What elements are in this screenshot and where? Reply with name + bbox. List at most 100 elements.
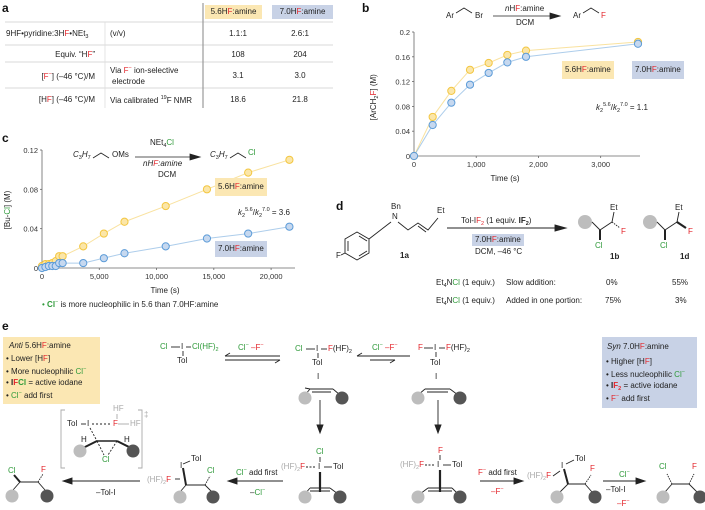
syn-box: Syn 7.0HF:amine • Higher [HF] • Less nuc… xyxy=(602,337,697,408)
atom-i: I xyxy=(435,372,438,381)
cell: 2.6:1 xyxy=(291,29,309,38)
atom-cl: Cl xyxy=(160,342,168,351)
y-tick-label: 0.08 xyxy=(23,185,38,194)
sm: C3H7 xyxy=(73,150,91,161)
atom-i: I xyxy=(318,462,321,471)
equilibrium-1-label: Cl− –F− xyxy=(238,342,264,352)
atom-i: I xyxy=(316,344,319,353)
step-cl-add-first: Cl− add first xyxy=(236,467,278,477)
bn: Bn xyxy=(391,202,401,211)
syn-bullet: • F− add first xyxy=(606,393,650,403)
x-tick-label: 0 xyxy=(40,272,44,281)
additive: Et4NCl (1 equiv.) xyxy=(436,278,495,289)
atom-f: F xyxy=(336,251,341,260)
cell: 1.1:1 xyxy=(229,29,247,38)
nucleophilicity-note: • Cl− is more nucleophilic in 5.6 than 7… xyxy=(42,299,219,309)
y-axis-label-b: [ArCH2F] (M) xyxy=(368,74,380,121)
anti-title: Anti 5.6HF:amine xyxy=(9,341,71,350)
p2-f: F xyxy=(688,227,693,236)
data-point xyxy=(503,50,512,60)
data-point xyxy=(409,151,419,161)
cell: 108 xyxy=(231,50,245,59)
atom-f: F xyxy=(418,343,423,352)
data-point xyxy=(447,98,456,107)
tol: Tol xyxy=(191,454,202,463)
row-label-hf: [HF] (–46 °C)/M xyxy=(38,95,95,104)
data-point xyxy=(120,217,129,226)
legend-5-6hf: 5.6HF:amine xyxy=(215,178,267,196)
ts-cl: Cl xyxy=(102,455,110,464)
hf2-f: (HF)2F xyxy=(527,471,551,482)
atom-i: I xyxy=(180,461,183,470)
data-point xyxy=(120,249,129,258)
row-label-fluoride: [F−] (–46 °C)/M xyxy=(41,71,95,81)
reagent: Tol-IF2 (1 equiv. IF2) xyxy=(461,216,532,227)
hf2-f: (HF)2F xyxy=(147,475,171,486)
p2-et: Et xyxy=(675,203,683,212)
reaction-b-graphics xyxy=(455,7,600,20)
cl-hf2: Cl(HF)2 xyxy=(192,342,219,353)
conditions: DCM, –46 °C xyxy=(475,247,523,256)
sm-br: Br xyxy=(475,11,483,20)
reagent: nHF:amine xyxy=(505,4,545,13)
step-minus-f: –F− xyxy=(491,486,504,496)
data-point xyxy=(58,252,67,261)
syn-bullet: • Higher [HF] xyxy=(606,357,652,366)
panel-d-label: d xyxy=(336,199,344,213)
row-label-equiv: Equiv. “HF” xyxy=(55,50,95,59)
legend-7-0hf: 7.0HF:amine xyxy=(632,61,684,79)
header-7-0hf: 7.0HF:amine xyxy=(272,5,333,19)
molecule-1a xyxy=(340,217,568,261)
rate-ratio-c: k25.6/k27.0 = 3.6 xyxy=(238,207,290,219)
cell: 21.8 xyxy=(292,95,308,104)
ts-h: H xyxy=(81,435,87,444)
syn-title: Syn 7.0HF:amine xyxy=(607,342,669,351)
atom-i: I xyxy=(181,342,184,351)
y-tick-label: 0.12 xyxy=(23,146,38,155)
atom-cl: Cl xyxy=(316,447,324,456)
x-axis-label-b: Time (s) xyxy=(490,174,520,183)
cell: 18.6 xyxy=(230,95,246,104)
data-point xyxy=(484,68,493,78)
mode: Slow addition: xyxy=(506,278,556,287)
data-point xyxy=(633,39,643,48)
data-point xyxy=(503,58,512,67)
data-point xyxy=(465,65,475,74)
atom-cl: Cl xyxy=(295,344,303,353)
yield-1b: 0% xyxy=(606,278,618,287)
data-point xyxy=(244,168,253,177)
compound-1a: 1a xyxy=(400,251,409,260)
atom-f: F xyxy=(692,462,697,471)
ts-hf: HF xyxy=(130,419,141,428)
f-hf2: F(HF)2 xyxy=(328,344,352,355)
reagent-bottom: nHF:amine xyxy=(143,159,183,168)
additive: Et4NCl (1 equiv.) xyxy=(436,296,495,307)
sm-ar: Ar xyxy=(446,11,454,20)
row-label-ratio: 9HF•pyridine:3HF•NEt3 xyxy=(6,29,89,40)
atom-f: F xyxy=(438,446,443,455)
atom-f: F xyxy=(590,464,595,473)
ts-h: H xyxy=(124,435,130,444)
pr-f: F xyxy=(601,11,606,20)
chart-b: 0 0.04 0.08 0.12 0.16 0.2 0 1,000 2,000 3,000 xyxy=(395,28,643,169)
row-method: Via calibrated 19F NMR xyxy=(110,95,193,105)
atom-i: I xyxy=(437,460,440,469)
anti-bullet: • Lower [HF] xyxy=(6,354,51,363)
cell: 3.0 xyxy=(294,71,306,80)
x-tick-label: 0 xyxy=(412,160,416,169)
anti-bullet: • More nucleophilic Cl− xyxy=(6,366,87,376)
atom-cl: Cl xyxy=(659,462,667,471)
data-point xyxy=(79,242,88,251)
tol: Tol xyxy=(452,460,463,469)
ts-i: I xyxy=(87,419,90,428)
cell: 3.1 xyxy=(232,71,244,80)
data-point xyxy=(202,185,212,194)
f-hf2: F(HF)2 xyxy=(446,343,470,354)
step-cl: Cl− xyxy=(619,469,630,479)
y-tick-label: 0.12 xyxy=(395,78,410,87)
panel-a-label: a xyxy=(2,1,9,15)
mechanism-graphics xyxy=(5,346,705,504)
atom-i: I xyxy=(434,343,437,352)
y-tick-label: 0.04 xyxy=(23,225,38,234)
